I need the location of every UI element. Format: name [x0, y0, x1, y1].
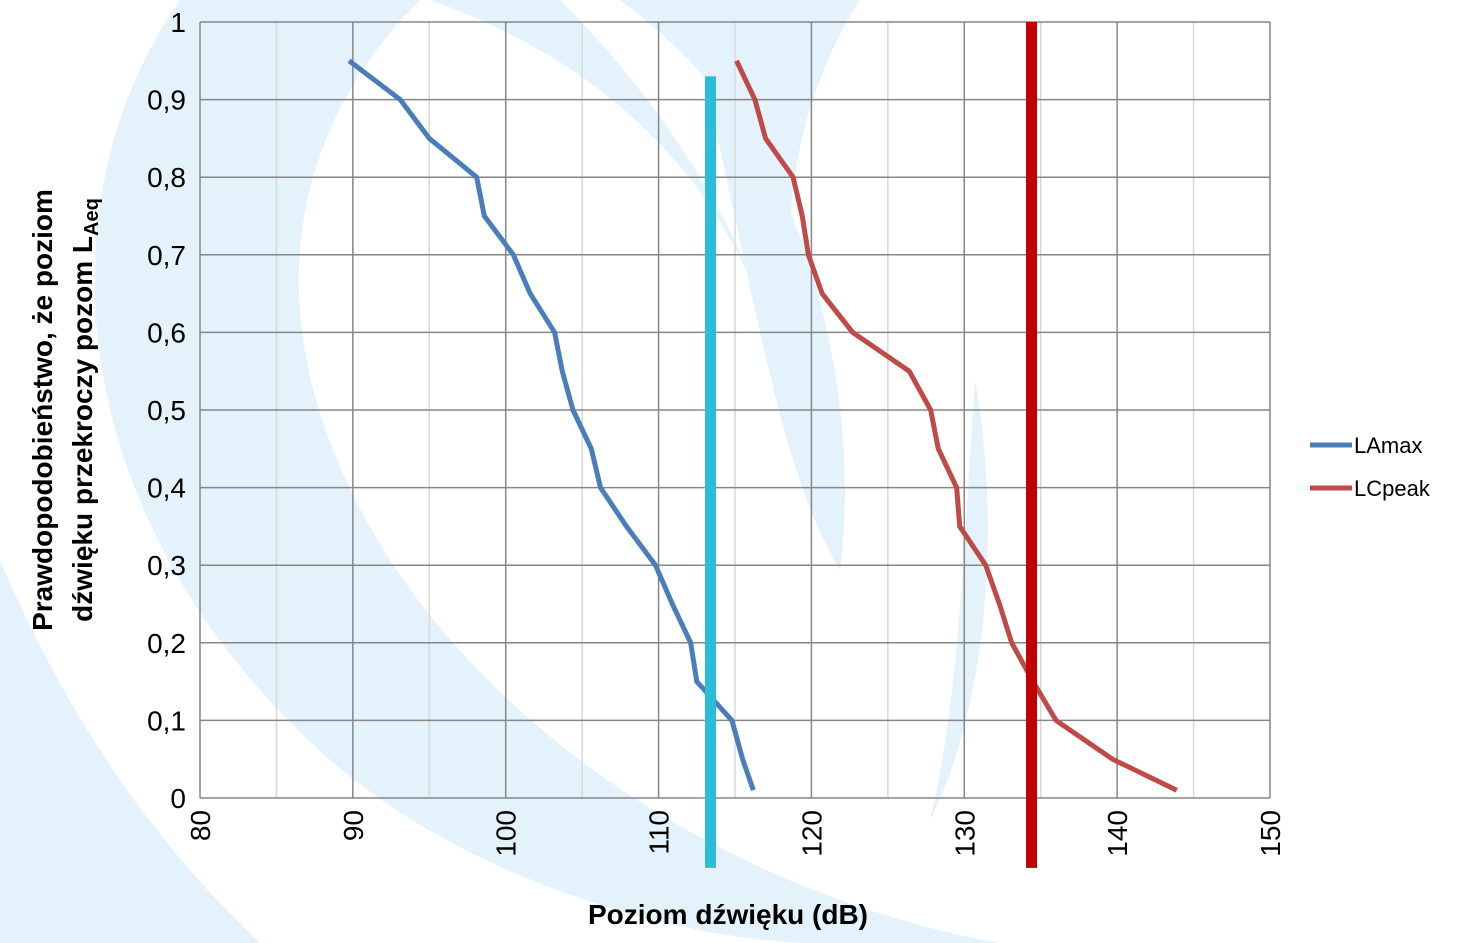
x-tick-label: 110 [644, 810, 675, 855]
y-tick-label: 0,6 [147, 317, 186, 348]
x-tick-label: 150 [1255, 810, 1286, 857]
y-tick-label: 0,2 [147, 628, 186, 659]
y-tick-label: 0,8 [147, 162, 186, 193]
x-axis-title: Poziom dźwięku (dB) [588, 899, 868, 930]
y-tick-label: 0,5 [147, 395, 186, 426]
y-tick-label: 0 [170, 783, 186, 814]
legend-label: LAmax [1354, 433, 1422, 458]
y-tick-label: 0,3 [147, 550, 186, 581]
x-tick-label: 130 [949, 810, 980, 857]
x-tick-label: 90 [338, 810, 369, 841]
legend-label: LCpeak [1354, 476, 1431, 501]
x-tick-label: 140 [1102, 810, 1133, 857]
chart: 0 0,1 0,2 0,3 0,4 0,5 0,6 0,7 0,8 0,9 1 80 90 100 110 1… [0, 0, 1466, 943]
y-tick-label: 0,9 [147, 85, 186, 116]
y-axis-title: dźwięku przekroczy pozom LAeq [67, 198, 103, 622]
y-axis-title-line: dźwięku przekroczy pozom L [67, 236, 98, 622]
y-axis-title-subscript: Aeq [81, 198, 103, 236]
x-tick-label: 80 [185, 810, 216, 841]
y-tick-label: 0,4 [147, 473, 186, 504]
y-tick-label: 1 [170, 7, 186, 38]
x-tick-label: 100 [491, 810, 522, 857]
background-decoration [0, 0, 1000, 943]
y-tick-label: 0,7 [147, 240, 186, 271]
x-tick-label: 120 [796, 810, 827, 857]
y-tick-label: 0,1 [147, 705, 186, 736]
y-axis-title: Prawdopodobieństwo, że poziom [27, 189, 58, 631]
